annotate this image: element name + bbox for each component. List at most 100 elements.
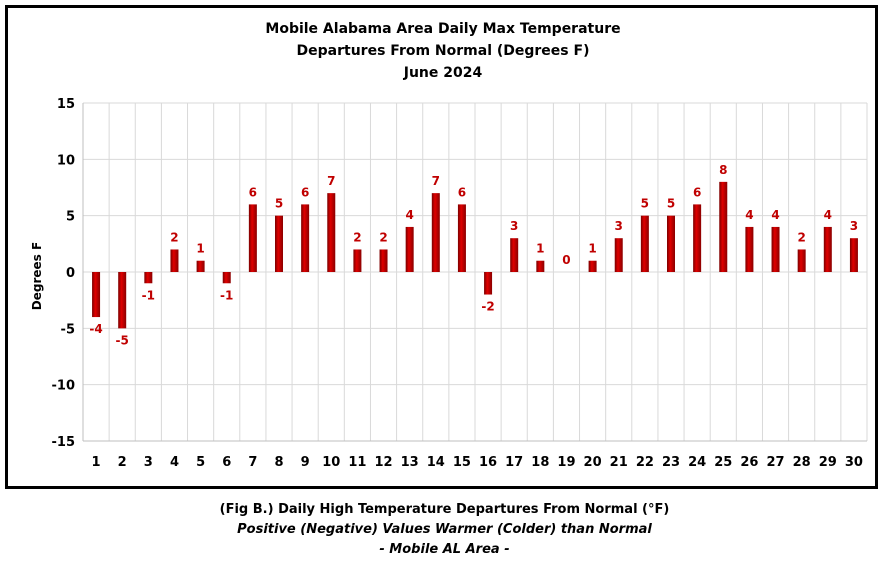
x-tick-label: 7 [248, 455, 257, 470]
x-tick-label: 2 [118, 455, 127, 470]
x-tick-label: 22 [636, 455, 654, 470]
y-axis-label: Degrees F [30, 242, 44, 310]
x-tick-label: 20 [584, 455, 602, 470]
bar-day-26 [745, 226, 754, 272]
bar-day-14 [431, 193, 440, 272]
bar-day-7 [248, 204, 257, 272]
bar-day-2 [118, 272, 127, 329]
bar-day-1 [92, 272, 101, 318]
data-label: 8 [719, 163, 727, 177]
bar-day-18 [536, 260, 545, 272]
data-label: 4 [824, 208, 832, 222]
x-tick-label: 8 [274, 455, 283, 470]
y-tick-label: -10 [52, 379, 76, 394]
x-tick-label: 29 [819, 455, 837, 470]
bar-day-6 [222, 272, 231, 284]
x-tick-label: 11 [348, 455, 366, 470]
data-label: -1 [220, 288, 233, 302]
data-label: 5 [667, 197, 675, 211]
figure-caption: (Fig B.) Daily High Temperature Departur… [0, 500, 889, 560]
bar-day-4 [170, 249, 179, 272]
bar-day-16 [484, 272, 493, 295]
x-tick-label: 26 [740, 455, 758, 470]
data-label: 3 [615, 219, 623, 233]
bar-day-15 [457, 204, 466, 272]
x-tick-label: 25 [714, 455, 732, 470]
x-tick-label: 3 [144, 455, 153, 470]
grid-layer [82, 102, 868, 442]
data-label: 6 [249, 185, 257, 199]
bar-day-12 [379, 249, 388, 272]
y-tick-label: 10 [57, 153, 75, 168]
data-label: 3 [850, 219, 858, 233]
bar-day-28 [797, 249, 806, 272]
data-label: 4 [745, 208, 753, 222]
x-tick-label: 17 [505, 455, 523, 470]
bar-day-17 [510, 238, 519, 272]
data-label: -2 [481, 300, 494, 314]
bar-day-20 [588, 260, 597, 272]
labels-layer: -4 -5 -1 2 1 -1 6 5 6 7 2 2 4 7 6 -2 3 1 0 1 3 5 5 6 8 4 4 2 4 3 [89, 163, 858, 347]
x-tick-label: 16 [479, 455, 497, 470]
chart-title-line-2: Departures From Normal (Degrees F) [297, 43, 590, 59]
caption-line-1: (Fig B.) Daily High Temperature Departur… [219, 502, 670, 517]
bar-day-9 [301, 204, 310, 272]
data-label: 1 [588, 242, 596, 256]
y-tick-label: 15 [57, 97, 75, 112]
data-label: 6 [301, 185, 309, 199]
data-label: 7 [432, 174, 440, 188]
x-tick-label: 5 [196, 455, 205, 470]
bars-layer [92, 181, 858, 329]
bar-day-27 [771, 226, 780, 272]
x-tick-label: 10 [322, 455, 340, 470]
data-label: 2 [797, 230, 805, 244]
caption-line-3: - Mobile AL Area - [379, 542, 510, 557]
x-tick-label: 9 [301, 455, 310, 470]
x-tick-label: 1 [92, 455, 101, 470]
bar-day-30 [849, 238, 858, 272]
data-label: 5 [275, 197, 283, 211]
x-tick-label: 14 [427, 455, 445, 470]
chart-svg: Mobile Alabama Area Daily Max Temperatur… [30, 21, 868, 470]
x-tick-label: 30 [845, 455, 863, 470]
data-label: 0 [562, 253, 570, 267]
x-tick-label: 18 [531, 455, 549, 470]
data-label: 5 [641, 197, 649, 211]
caption-line-2: Positive (Negative) Values Warmer (Colde… [237, 522, 652, 537]
bar-day-24 [693, 204, 702, 272]
data-label: -5 [116, 333, 129, 347]
x-tick-label: 24 [688, 455, 706, 470]
bar-day-29 [823, 226, 832, 272]
y-tick-label: -15 [52, 435, 76, 450]
x-tick-label: 6 [222, 455, 231, 470]
x-tick-label: 13 [401, 455, 419, 470]
y-tick-label: 0 [66, 266, 75, 281]
bar-day-10 [327, 193, 336, 272]
x-tick-label: 21 [610, 455, 628, 470]
bar-day-11 [353, 249, 362, 272]
chart-title-line-1: Mobile Alabama Area Daily Max Temperatur… [265, 21, 620, 37]
bar-day-21 [614, 238, 623, 272]
chart-frame: Mobile Alabama Area Daily Max Temperatur… [5, 5, 878, 489]
data-label: 2 [379, 230, 387, 244]
data-label: 4 [405, 208, 413, 222]
bar-day-3 [144, 272, 153, 284]
data-label: 7 [327, 174, 335, 188]
chart-title-line-3: June 2024 [403, 65, 483, 81]
x-tick-label: 27 [766, 455, 784, 470]
bar-day-8 [275, 215, 283, 272]
data-label: 3 [510, 219, 518, 233]
data-label: 1 [536, 242, 544, 256]
bar-day-23 [667, 215, 675, 272]
x-tick-label: 23 [662, 455, 680, 470]
x-tick-label: 12 [374, 455, 392, 470]
data-label: 2 [353, 230, 361, 244]
data-label: 4 [771, 208, 779, 222]
x-tick-label: 28 [793, 455, 811, 470]
bar-day-5 [196, 260, 205, 272]
data-label: 6 [693, 185, 701, 199]
x-tick-label: 4 [170, 455, 179, 470]
data-label: 6 [458, 185, 466, 199]
y-tick-label: -5 [61, 322, 75, 337]
